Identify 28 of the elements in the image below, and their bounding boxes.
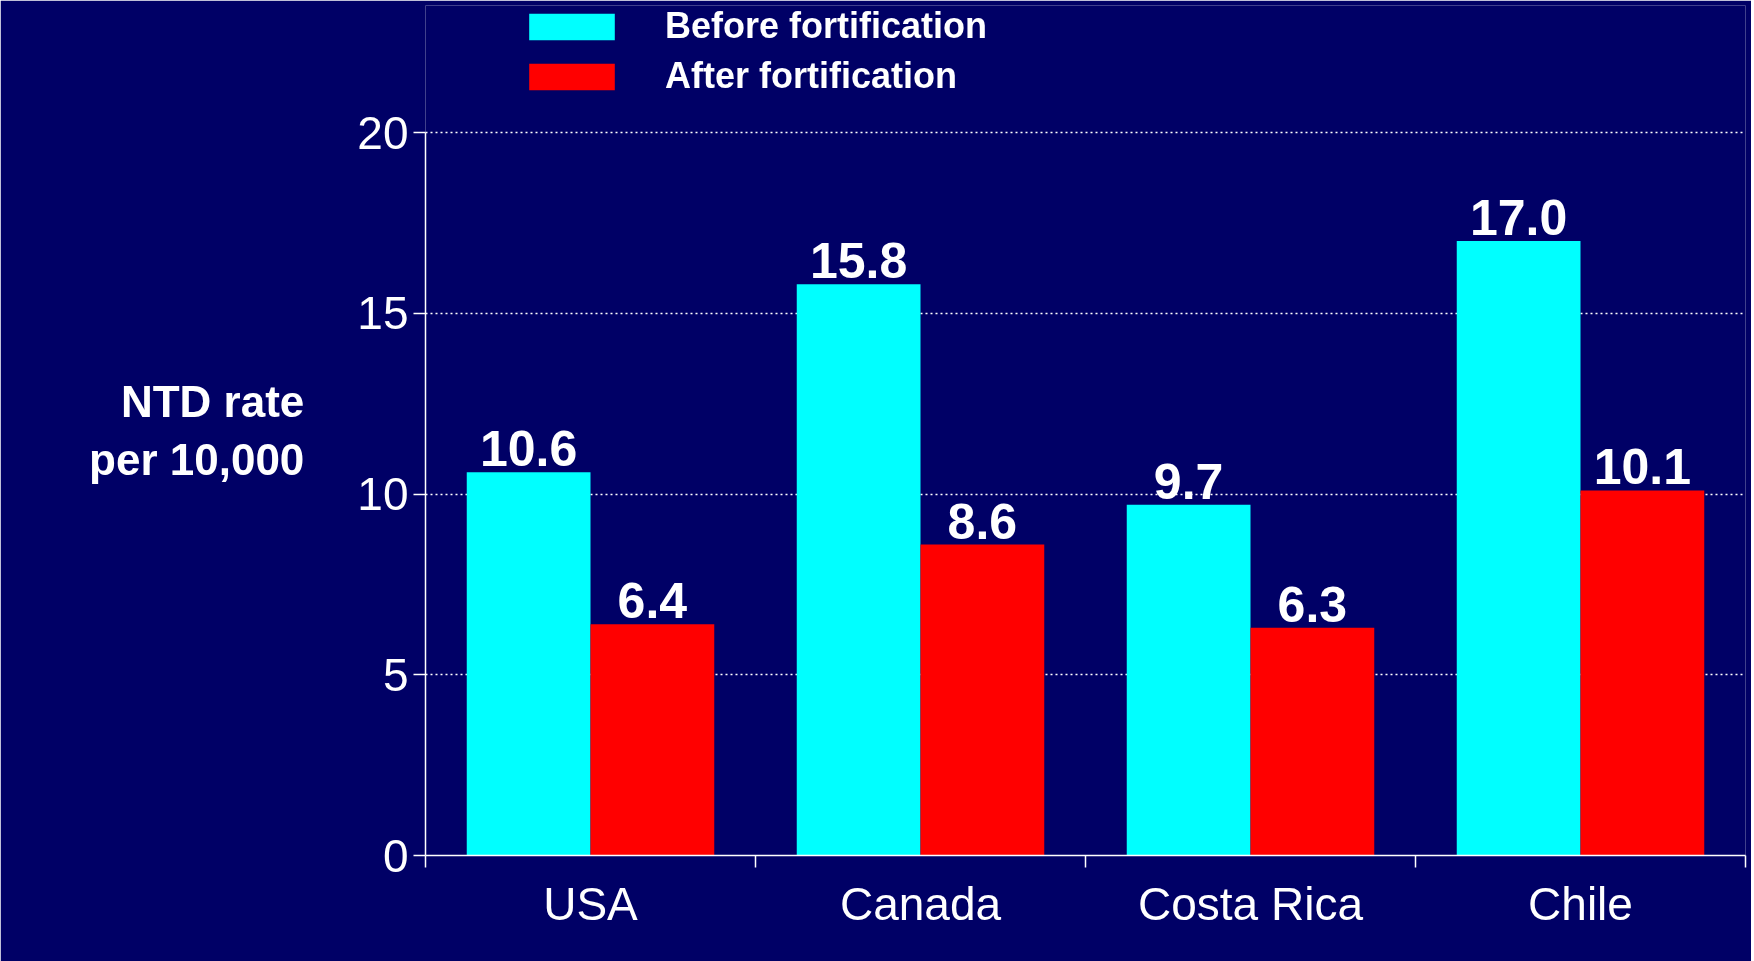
bar [590, 624, 715, 856]
bar [1580, 490, 1705, 856]
data-label: 15.8 [809, 233, 908, 290]
legend-label: After fortification [665, 55, 957, 97]
data-label: 17.0 [1469, 189, 1568, 246]
legend-label: Before fortification [665, 5, 988, 47]
data-label: 9.7 [1153, 453, 1224, 510]
y-tick-label: 0 [382, 829, 409, 882]
y-tick-label: 10 [357, 468, 409, 520]
x-tick-label: Canada [839, 877, 1002, 930]
y-tick-label: 5 [382, 648, 409, 701]
bar [1456, 240, 1581, 856]
data-label: 8.6 [947, 493, 1018, 550]
y-axis-title: NTD rate per 10,000 [89, 376, 305, 485]
bar [796, 284, 921, 856]
bar [1250, 627, 1375, 856]
x-tick-label: Chile [1528, 877, 1633, 930]
data-label: 10.1 [1593, 439, 1692, 496]
data-label: 6.4 [617, 573, 688, 630]
data-label: 10.6 [479, 421, 578, 478]
y-tick-label: 20 [357, 106, 409, 159]
x-tick-label: Costa Rica [1138, 877, 1364, 930]
bar [920, 544, 1045, 856]
y-tick-label: 15 [357, 287, 409, 340]
bar [1126, 504, 1251, 856]
data-label: 6.3 [1277, 576, 1348, 633]
bar [466, 472, 591, 856]
x-tick-label: USA [543, 877, 639, 930]
